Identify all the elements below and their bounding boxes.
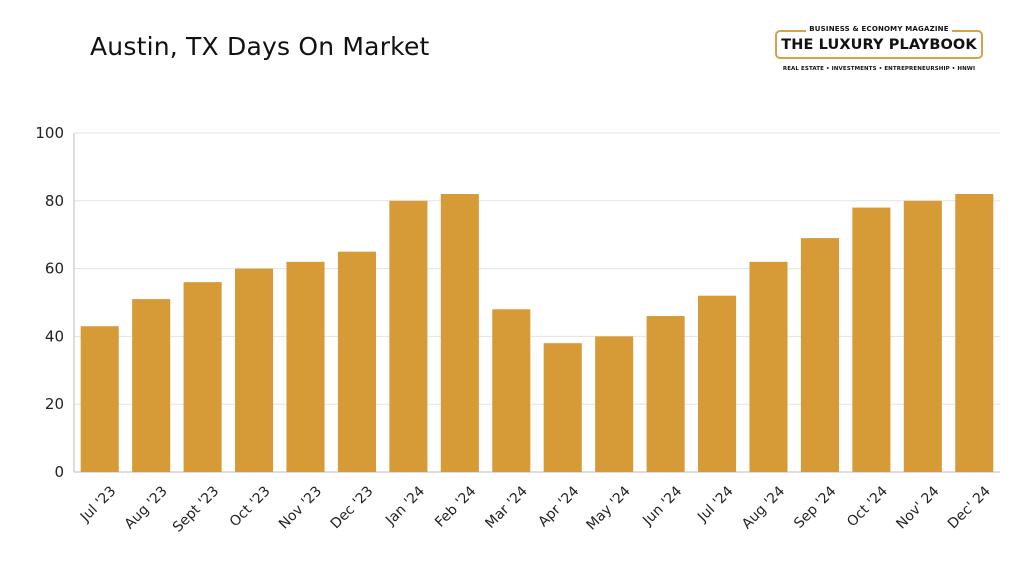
x-tick-label: May '24: [584, 483, 634, 533]
x-tick-label: Feb '24: [432, 483, 479, 530]
bars: [80, 194, 994, 473]
x-tick-label: Sept '23: [170, 483, 222, 535]
bar: [183, 282, 222, 472]
x-tick-label: Oct '23: [227, 483, 274, 530]
logo-tagline: REAL ESTATE • INVESTMENTS • ENTREPRENEUR…: [782, 66, 976, 72]
y-tick-label: 20: [45, 395, 64, 413]
bar: [646, 316, 685, 472]
x-tick-label: Jan '24: [382, 483, 428, 529]
x-tick-label: Mar '24: [482, 483, 531, 532]
bar: [595, 336, 634, 472]
bar: [286, 261, 325, 472]
bar: [440, 194, 479, 472]
y-tick-label: 0: [54, 463, 64, 481]
x-tick-label: Apr '24: [535, 483, 582, 530]
x-tick-label: Jun '24: [639, 483, 685, 529]
bar: [852, 207, 891, 472]
bar: [543, 343, 582, 472]
bar: [235, 268, 274, 472]
x-tick-label: Aug '23: [122, 483, 171, 532]
y-tick-label: 80: [45, 192, 64, 210]
bar: [80, 326, 119, 472]
y-tick-label: 60: [45, 260, 64, 278]
chart-title: Austin, TX Days On Market: [90, 32, 430, 61]
logo-name: THE LUXURY PLAYBOOK: [781, 37, 977, 53]
x-tick-label: Oct '24: [844, 483, 891, 530]
bar: [749, 261, 788, 472]
bar: [492, 309, 531, 472]
bar: [132, 299, 171, 472]
x-tick-label: Jul '24: [694, 483, 736, 525]
x-axis-ticks: Jul '23 Aug '23 Sept '23 Oct '23 Nov '23 Dec …: [77, 483, 994, 535]
x-tick-label: Nov '23: [276, 483, 325, 532]
y-axis-ticks: 0 20 40 60 80 100: [35, 124, 64, 481]
bar: [955, 194, 994, 472]
x-tick-label: Dec '23: [328, 483, 377, 532]
x-tick-label: Nov' 24: [893, 483, 942, 532]
bar: [337, 251, 376, 472]
bar: [698, 295, 737, 472]
x-tick-label: Jul '23: [77, 483, 119, 525]
gridlines: [74, 132, 1000, 473]
bar: [800, 238, 839, 472]
x-tick-label: Aug '24: [739, 483, 788, 532]
bar: [903, 200, 942, 473]
y-tick-label: 40: [45, 327, 64, 345]
x-tick-label: Dec' 24: [945, 483, 994, 532]
logo-kicker: BUSINESS & ECONOMY MAGAZINE: [806, 25, 952, 33]
x-tick-label: Sep '24: [791, 483, 840, 532]
bar: [389, 200, 428, 473]
y-tick-label: 100: [35, 124, 64, 142]
brand-logo: BUSINESS & ECONOMY MAGAZINE THE LUXURY P…: [773, 25, 985, 77]
